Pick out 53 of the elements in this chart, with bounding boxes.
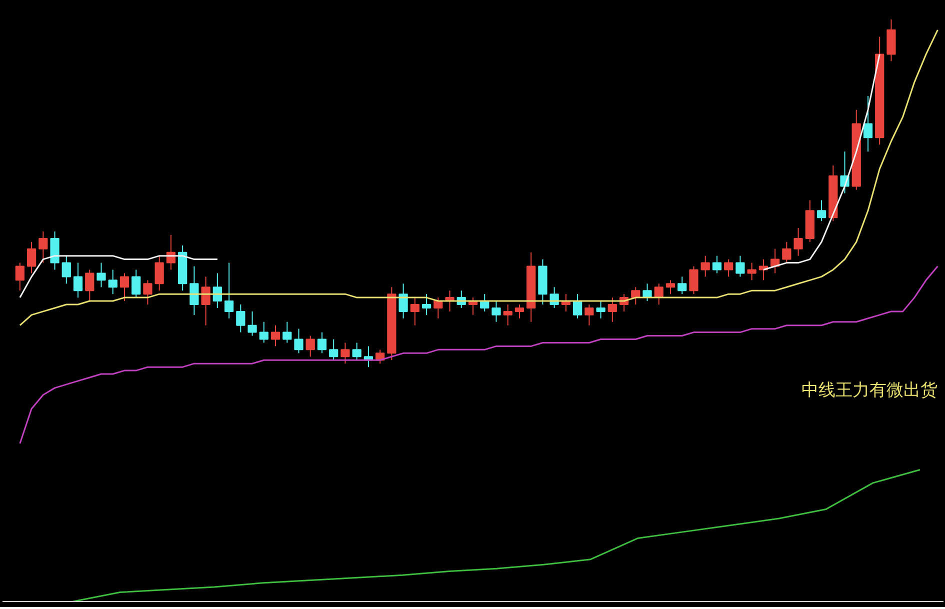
candlestick	[38, 231, 48, 264]
candlestick	[201, 276, 210, 326]
candlestick	[317, 332, 327, 354]
candlestick	[654, 283, 664, 305]
candlestick	[15, 262, 24, 292]
candlestick	[352, 342, 362, 361]
candlestick	[794, 228, 803, 256]
candlestick	[224, 262, 234, 319]
candlestick	[85, 269, 94, 302]
candlestick	[340, 342, 350, 364]
candlestick	[108, 269, 118, 295]
candlestick	[736, 255, 745, 278]
candlestick	[120, 272, 130, 302]
candlestick	[212, 272, 222, 308]
candlestick	[410, 297, 420, 326]
candlestick	[259, 321, 268, 344]
candlestick	[248, 310, 257, 336]
candlestick	[398, 283, 408, 319]
candlestick	[132, 269, 141, 298]
candlestick	[572, 294, 582, 319]
candlestick	[816, 200, 826, 222]
candlestick	[863, 95, 873, 152]
candlestick	[631, 286, 640, 305]
candlestick	[678, 276, 687, 295]
candlestick	[724, 258, 734, 278]
candlestick	[306, 335, 315, 358]
candlestick	[236, 304, 246, 333]
candlestick	[700, 255, 710, 278]
candlestick	[747, 262, 756, 281]
candlestick	[282, 321, 292, 344]
candlestick	[294, 328, 304, 354]
candlestick	[712, 255, 722, 274]
candlestick	[73, 262, 83, 298]
candlestick	[270, 324, 280, 347]
candlestick	[782, 241, 792, 264]
candlestick	[514, 304, 524, 319]
candlestick	[642, 283, 652, 302]
candlestick	[503, 304, 512, 326]
candlestick	[608, 297, 617, 322]
candlestick	[666, 280, 676, 295]
candlestick	[596, 300, 606, 319]
candlestick	[96, 262, 106, 288]
candlestick	[190, 266, 199, 316]
candlestick	[492, 300, 501, 322]
candlestick	[584, 304, 594, 326]
candlestick	[689, 266, 698, 295]
candlestick	[26, 241, 36, 274]
candlestick	[62, 255, 71, 284]
candlestick	[329, 338, 338, 361]
candlestick	[143, 280, 152, 305]
candlestick	[154, 255, 164, 292]
text: 中线王力有微出货	[802, 380, 938, 400]
candlestick	[422, 294, 432, 316]
